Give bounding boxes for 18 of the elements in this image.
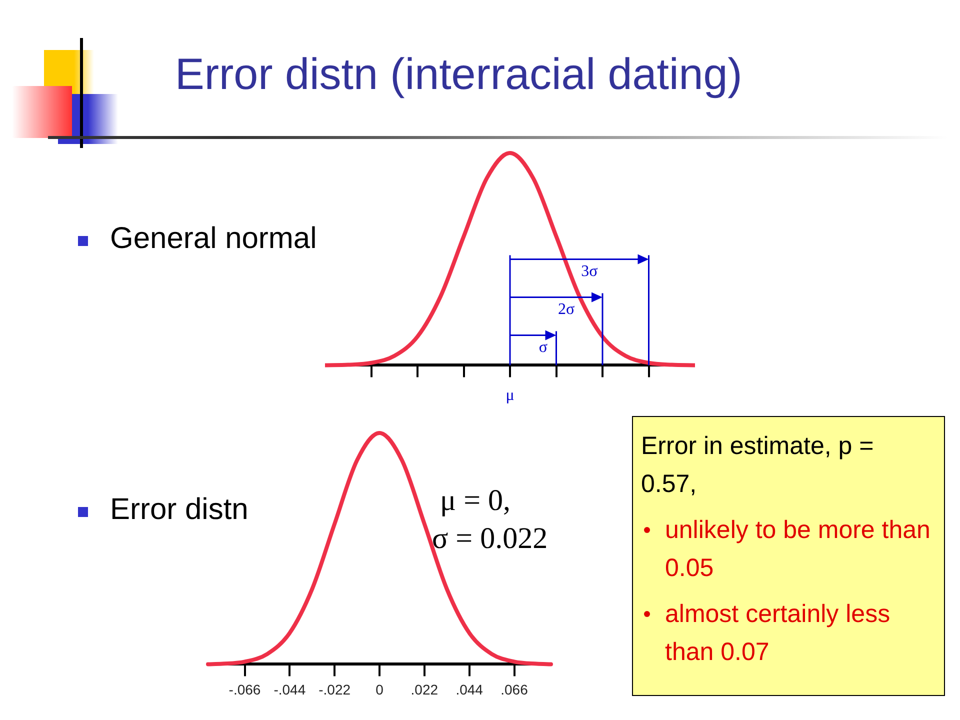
- annotation: 3σ: [581, 263, 598, 282]
- annotation: σ: [538, 339, 548, 358]
- text: μ: [506, 387, 514, 406]
- x-tick-label: -.066: [228, 681, 261, 698]
- x-tick-label: .022: [410, 681, 438, 698]
- x-tick-label: -.022: [318, 681, 351, 698]
- x-tick-label: 0: [376, 681, 384, 698]
- text: Error distn: [110, 493, 248, 527]
- x-tick-label: -.044: [274, 681, 306, 698]
- x-tick-label: .066: [500, 681, 528, 698]
- x-tick-label: .044: [456, 681, 484, 698]
- annotation: σ = 0.022: [432, 522, 548, 556]
- chart-title: Error distn (interracial dating): [175, 50, 742, 100]
- text: General normal: [110, 222, 317, 256]
- text: Error in estimate, p = 0.57,: [641, 431, 875, 500]
- annotation: 2σ: [558, 301, 575, 320]
- text: almost certainly less than 0.07: [664, 599, 892, 668]
- annotation: μ = 0,: [440, 484, 511, 518]
